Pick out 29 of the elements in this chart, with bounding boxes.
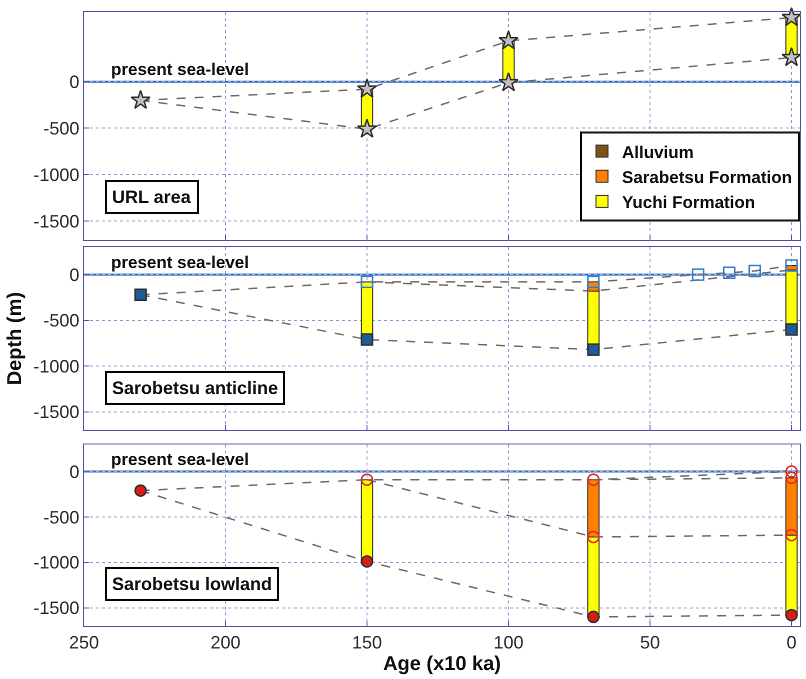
y-tick-label: -1000 — [33, 552, 80, 573]
x-tick-label: 200 — [210, 632, 241, 653]
annotation: Sarobetsu anticline — [112, 378, 278, 398]
legend-label: Sarabetsu Formation — [622, 168, 792, 187]
y-tick-label: -1500 — [33, 402, 80, 422]
x-tick-label: 0 — [786, 632, 797, 653]
y-tick-label: -500 — [43, 118, 80, 139]
y-tick-label: -1500 — [33, 212, 80, 232]
x-tick-label: 100 — [493, 632, 524, 653]
ref-line-label: present sea-level — [111, 253, 249, 272]
y-tick-label: 0 — [69, 462, 80, 482]
x-axis-title: Age (x10 ka) — [383, 653, 501, 676]
ref-line-label: present sea-level — [111, 60, 249, 79]
y-tick-label: -1500 — [33, 598, 80, 618]
legend-label: Yuchi Formation — [622, 192, 756, 212]
annotation: Sarobetsu lowland — [112, 574, 272, 594]
y-tick-label: -500 — [43, 507, 80, 528]
y-tick-label: -1000 — [33, 356, 80, 376]
ref-line-label: present sea-level — [111, 450, 249, 469]
y-tick-label: 0 — [69, 72, 80, 92]
legend-label: Alluvium — [622, 142, 694, 162]
y-axis-title: Depth (m) — [4, 292, 26, 386]
annotation: URL area — [112, 187, 192, 207]
y-tick-label: -500 — [43, 310, 80, 331]
x-tick-label: 150 — [352, 632, 382, 653]
x-tick-label: 250 — [68, 632, 100, 653]
y-tick-label: 0 — [69, 264, 80, 285]
x-tick-label: 50 — [640, 632, 660, 653]
y-tick-label: -1000 — [33, 165, 80, 186]
